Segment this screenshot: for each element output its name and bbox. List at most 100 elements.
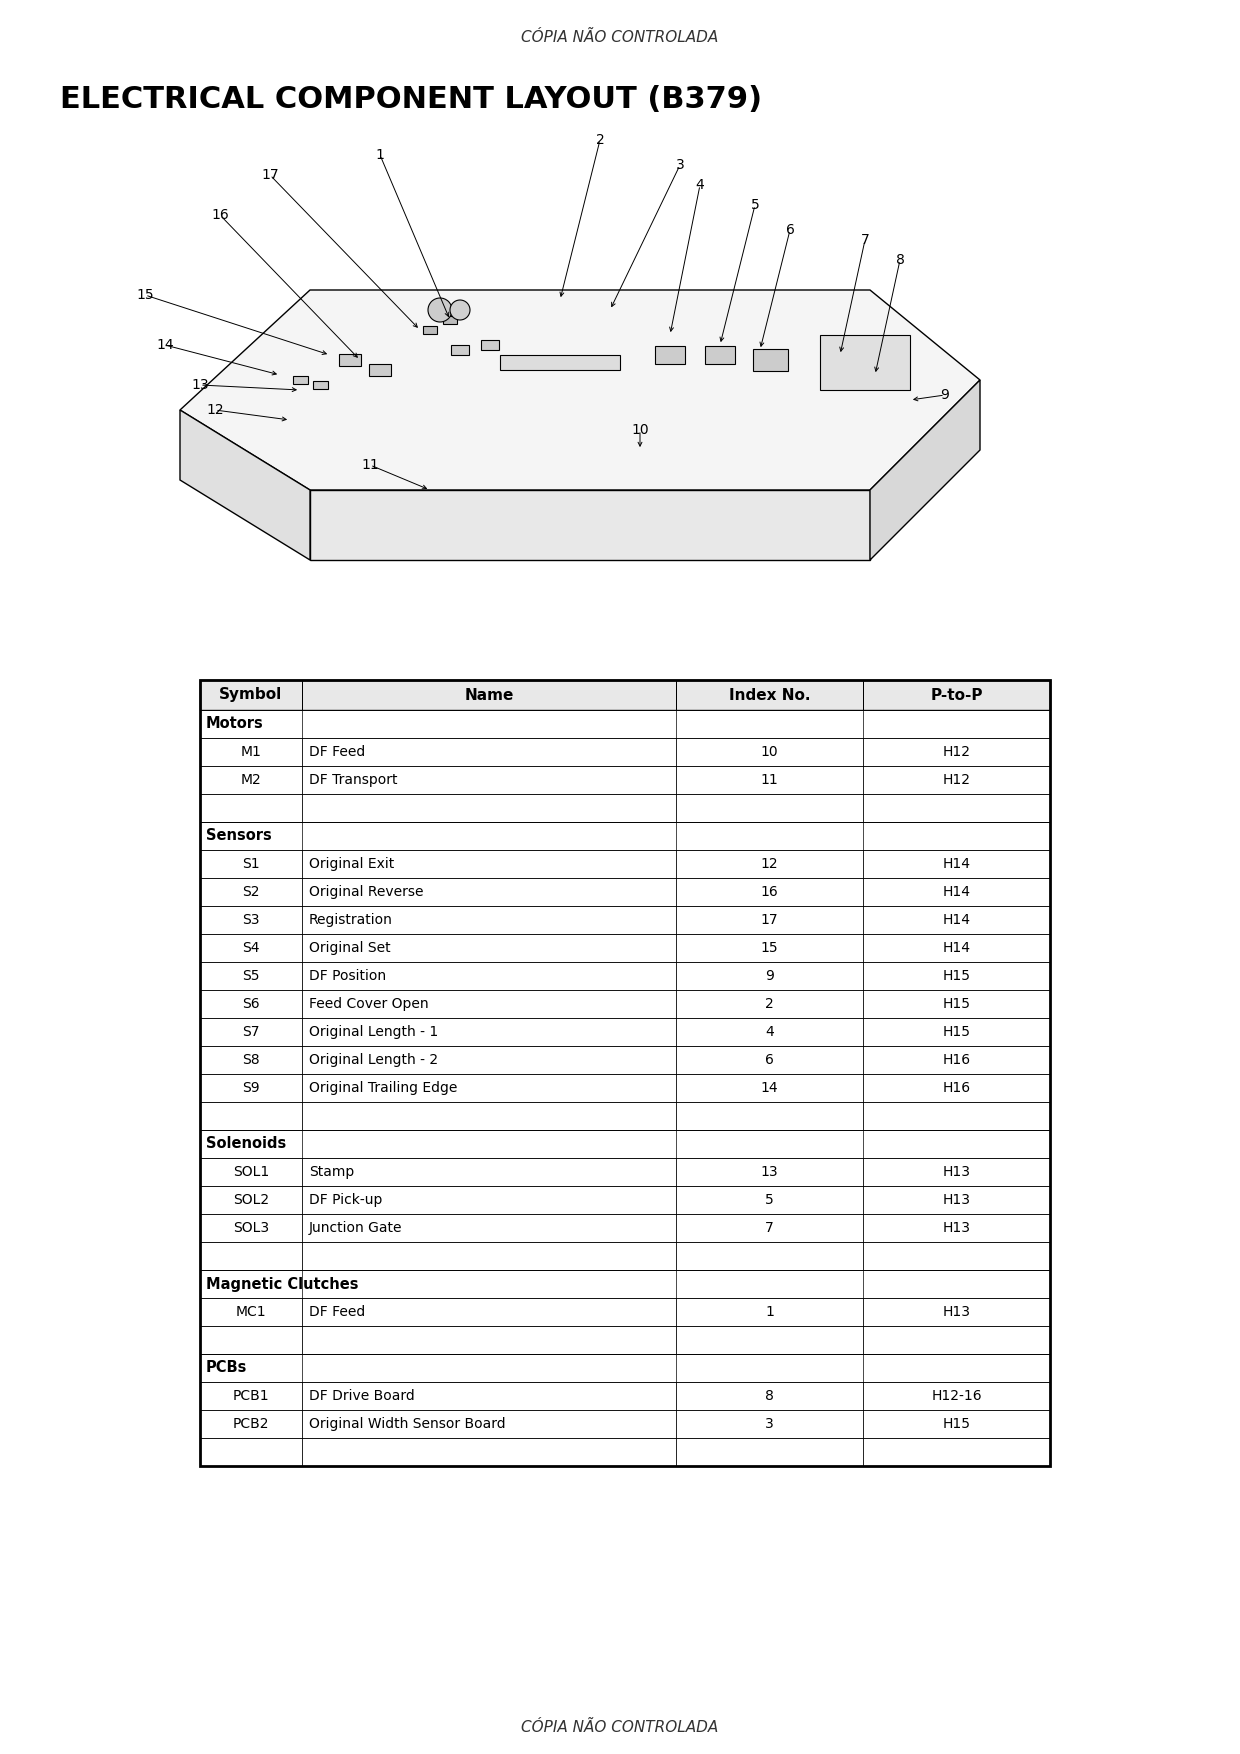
Bar: [863, 681, 1050, 710]
Text: Junction Gate: Junction Gate: [309, 1221, 403, 1235]
Text: 3: 3: [676, 158, 684, 172]
Text: H13: H13: [942, 1165, 971, 1179]
Text: 15: 15: [760, 940, 779, 954]
Text: SOL1: SOL1: [233, 1165, 269, 1179]
Bar: [200, 851, 1050, 879]
Text: H14: H14: [942, 914, 971, 928]
Bar: [200, 1382, 1050, 1410]
Bar: [200, 1214, 1050, 1242]
Text: SOL2: SOL2: [233, 1193, 269, 1207]
Bar: [706, 346, 735, 365]
Text: H14: H14: [942, 858, 971, 872]
Text: H12: H12: [942, 745, 971, 759]
Text: 12: 12: [760, 858, 779, 872]
Text: 1: 1: [376, 147, 384, 161]
Bar: [500, 354, 620, 370]
Text: S4: S4: [242, 940, 259, 954]
Text: H16: H16: [942, 1052, 971, 1066]
Bar: [200, 681, 303, 710]
Text: DF Feed: DF Feed: [309, 745, 366, 759]
Text: 4: 4: [765, 1024, 774, 1038]
Text: S6: S6: [242, 996, 260, 1010]
Text: 12: 12: [206, 403, 223, 417]
Polygon shape: [180, 410, 310, 560]
Bar: [200, 1270, 1050, 1298]
Text: M1: M1: [241, 745, 262, 759]
Text: H13: H13: [942, 1193, 971, 1207]
Text: Index No.: Index No.: [729, 688, 810, 703]
Bar: [200, 710, 1050, 738]
Circle shape: [428, 298, 453, 323]
Text: 13: 13: [760, 1165, 779, 1179]
Text: Solenoids: Solenoids: [206, 1137, 286, 1151]
Text: DF Position: DF Position: [309, 968, 386, 982]
Bar: [200, 795, 1050, 823]
Text: 10: 10: [631, 423, 649, 437]
Bar: [200, 1017, 1050, 1045]
Bar: [200, 1073, 1050, 1102]
Text: 8: 8: [895, 253, 904, 267]
Bar: [200, 907, 1050, 933]
Text: 17: 17: [760, 914, 779, 928]
Text: Sensors: Sensors: [206, 828, 272, 844]
Text: Original Set: Original Set: [309, 940, 391, 954]
Bar: [200, 1354, 1050, 1382]
Text: 8: 8: [765, 1389, 774, 1403]
Text: S9: S9: [242, 1080, 260, 1094]
Text: 2: 2: [595, 133, 604, 147]
Bar: [370, 365, 391, 375]
Bar: [200, 1326, 1050, 1354]
Text: 14: 14: [156, 339, 174, 353]
Text: 13: 13: [191, 379, 208, 391]
Bar: [820, 335, 910, 389]
Polygon shape: [180, 289, 980, 489]
Text: H15: H15: [942, 968, 971, 982]
Text: 16: 16: [760, 886, 779, 900]
Text: 6: 6: [765, 1052, 774, 1066]
Text: Original Exit: Original Exit: [309, 858, 394, 872]
Text: H16: H16: [942, 1080, 971, 1094]
Text: 6: 6: [786, 223, 795, 237]
Text: ELECTRICAL COMPONENT LAYOUT (B379): ELECTRICAL COMPONENT LAYOUT (B379): [60, 84, 763, 114]
Bar: [312, 381, 329, 389]
Text: 5: 5: [765, 1193, 774, 1207]
Bar: [200, 1186, 1050, 1214]
Bar: [200, 823, 1050, 851]
Text: 11: 11: [760, 774, 779, 788]
Text: Original Trailing Edge: Original Trailing Edge: [309, 1080, 458, 1094]
Bar: [200, 961, 1050, 989]
Text: S2: S2: [242, 886, 259, 900]
Text: 2: 2: [765, 996, 774, 1010]
Text: PCB1: PCB1: [233, 1389, 269, 1403]
Text: 17: 17: [262, 168, 279, 182]
Text: 9: 9: [941, 388, 950, 402]
Text: M2: M2: [241, 774, 262, 788]
Text: Feed Cover Open: Feed Cover Open: [309, 996, 429, 1010]
Bar: [200, 738, 1050, 766]
Circle shape: [450, 300, 470, 319]
Text: Stamp: Stamp: [309, 1165, 355, 1179]
Bar: [200, 1242, 1050, 1270]
Text: SOL3: SOL3: [233, 1221, 269, 1235]
Bar: [303, 681, 676, 710]
Text: 7: 7: [765, 1221, 774, 1235]
Text: DF Drive Board: DF Drive Board: [309, 1389, 414, 1403]
Text: 4: 4: [696, 177, 704, 191]
Text: H15: H15: [942, 1417, 971, 1431]
Text: DF Pick-up: DF Pick-up: [309, 1193, 382, 1207]
Text: 7: 7: [861, 233, 869, 247]
Text: H13: H13: [942, 1221, 971, 1235]
Bar: [293, 375, 308, 384]
Text: P-to-P: P-to-P: [930, 688, 983, 703]
Bar: [200, 681, 1050, 710]
Text: S8: S8: [242, 1052, 260, 1066]
Text: H14: H14: [942, 886, 971, 900]
Text: Registration: Registration: [309, 914, 393, 928]
Text: 5: 5: [750, 198, 759, 212]
Polygon shape: [310, 489, 870, 560]
Text: S5: S5: [242, 968, 259, 982]
Text: H15: H15: [942, 996, 971, 1010]
Text: S7: S7: [242, 1024, 259, 1038]
Text: CÓPIA NÃO CONTROLADA: CÓPIA NÃO CONTROLADA: [521, 30, 719, 46]
Bar: [200, 933, 1050, 961]
